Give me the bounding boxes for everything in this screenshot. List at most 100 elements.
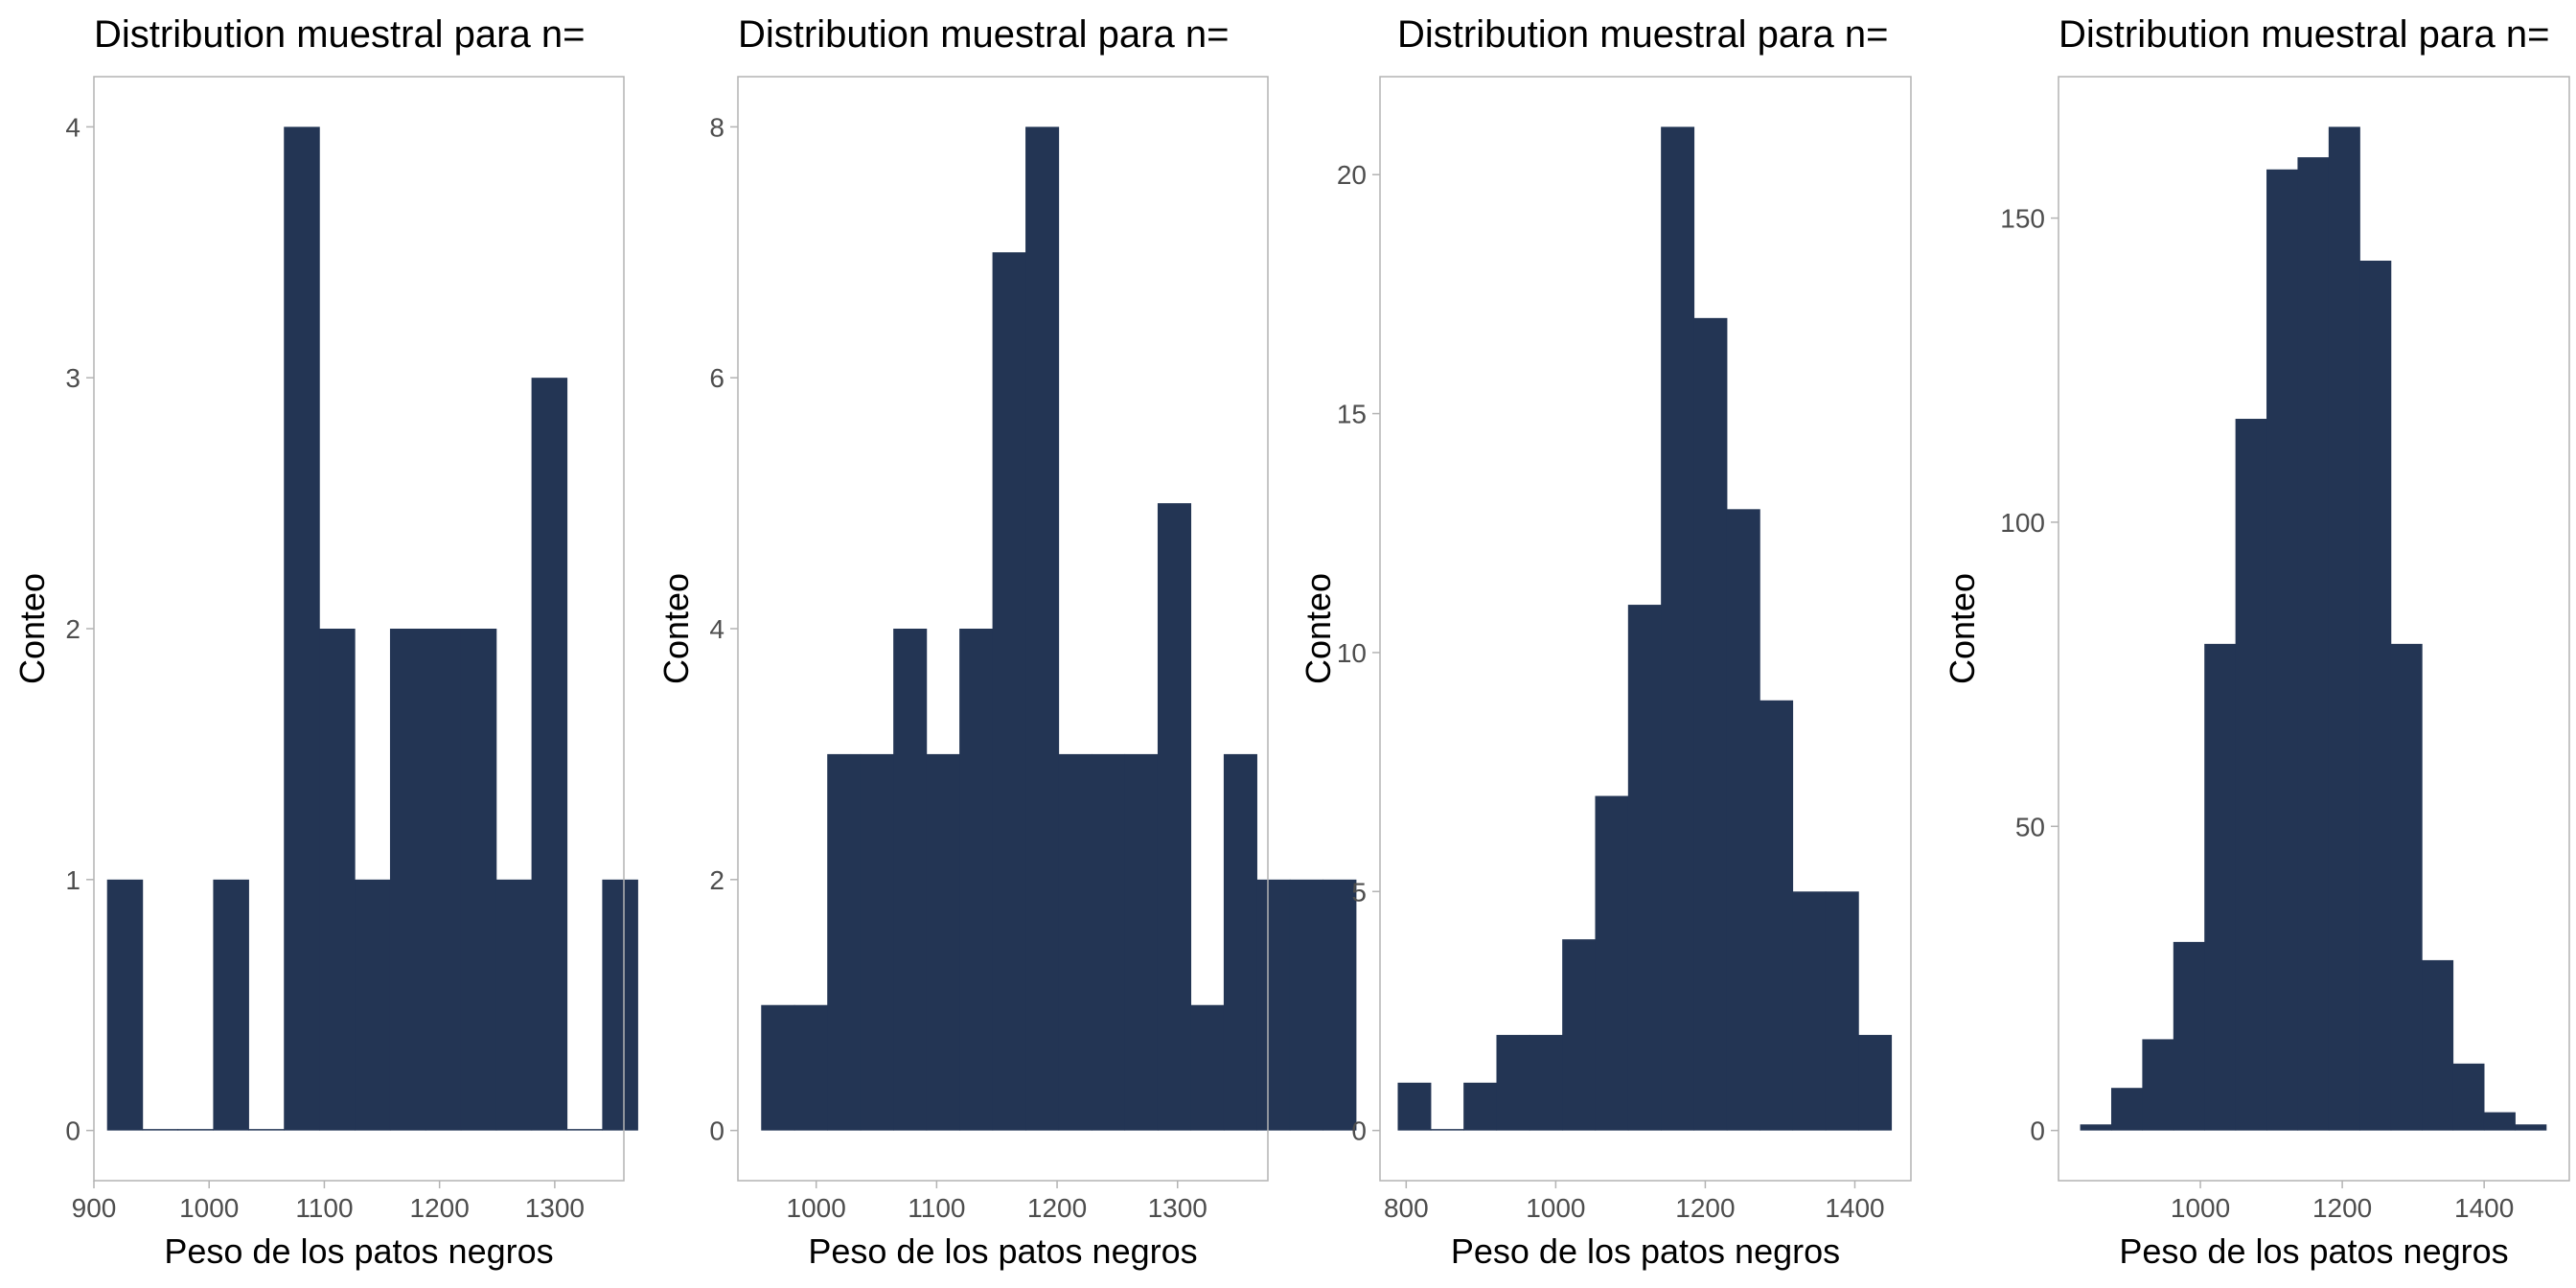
histogram-bar [1825,891,1859,1131]
histogram-bar [1595,795,1629,1131]
y-axis-label: Conteo [1299,573,1338,684]
histogram-panel-3: Distribution muestral para n= 0 5 10 15 20 800… [1299,13,1912,1271]
x-tick-label: 1100 [908,1193,965,1223]
histogram-bar [2173,941,2205,1131]
y-tick-label: 8 [709,112,724,142]
histogram-bar [2452,1063,2485,1131]
histogram-bar [761,1004,795,1131]
x-tick-label: 1100 [295,1193,353,1223]
x-tick-label: 1000 [1526,1193,1585,1223]
y-tick-label: 6 [709,363,724,393]
chart-title: Distribution muestral para n= [2058,13,2549,56]
histogram-bar [2359,261,2392,1131]
histogram-bar [2080,1124,2112,1131]
histogram-bar [1792,891,1827,1131]
x-tick-label: 1300 [525,1193,585,1223]
histogram-bar [213,879,249,1131]
histogram-bar [794,1004,828,1131]
y-tick-label: 15 [1337,400,1367,429]
y-tick-label: 0 [2030,1116,2045,1146]
histogram-bar [926,753,960,1131]
histogram-bar [1397,1082,1432,1131]
x-tick-label: 1200 [1675,1193,1735,1223]
y-tick-label: 0 [65,1116,80,1146]
histogram-bar [893,629,928,1131]
x-axis-label: Peso de los patos negros [2119,1231,2508,1271]
histogram-bar [602,879,638,1131]
x-tick-label: 800 [1384,1193,1429,1223]
histogram-bar [860,753,894,1131]
histogram-bar [389,629,426,1131]
histogram-panel-4: Distribution muestral para n= 0 50 100 150 10… [1943,13,2570,1271]
histogram-bar [827,753,862,1131]
x-tick-label: 1400 [1825,1193,1884,1223]
histogram-bar [495,879,533,1131]
histogram-bar [1760,700,1794,1131]
x-tick-label: 900 [72,1193,117,1223]
histogram-bar [1627,605,1662,1131]
x-tick-label: 1000 [179,1193,239,1223]
histogram-bar [2390,643,2423,1131]
histogram-bar [425,629,462,1131]
x-tick-label: 1200 [2312,1193,2372,1223]
histogram-bar [142,1129,179,1131]
histogram-bar [284,126,320,1131]
y-tick-label: 10 [1337,638,1367,668]
x-tick-label: 1200 [1027,1193,1087,1223]
x-axis-label: Peso de los patos negros [1451,1231,1840,1271]
histogram-bar [248,1129,285,1131]
y-tick-label: 0 [1351,1116,1367,1146]
histogram-bar [1693,317,1728,1131]
histogram-bar [106,879,144,1131]
histogram-bar [1124,753,1159,1131]
histogram-bar [355,879,391,1131]
histogram-bar [1025,126,1060,1131]
y-tick-label: 2 [709,865,724,895]
y-tick-label: 0 [709,1116,724,1146]
histogram-bar [1058,753,1092,1131]
histogram-bar [2142,1039,2174,1131]
histogram-bar [2483,1112,2516,1131]
histogram-bar [1190,1004,1225,1131]
histogram-bar [1496,1034,1530,1131]
histogram-bar [1223,753,1257,1131]
y-tick-label: 5 [1351,877,1367,907]
histogram-bar [1092,753,1126,1131]
chart-title: Distribution muestral para n= [94,13,585,56]
plot-frame [1379,76,1912,1182]
histogram-bar [1562,939,1597,1131]
histogram-bar [2204,643,2237,1131]
histogram-bar [1322,879,1357,1131]
histogram-bar [1858,1034,1893,1131]
x-tick-label: 1000 [787,1193,846,1223]
histogram-bar [460,629,497,1131]
y-tick-label: 150 [2000,204,2045,234]
histogram-bar [1430,1129,1464,1131]
x-tick-label: 1200 [410,1193,470,1223]
histogram-bar [319,629,356,1131]
y-tick-label: 50 [2015,812,2045,841]
x-tick-label: 1300 [1148,1193,1208,1223]
y-tick-label: 20 [1337,160,1367,190]
histogram-bar [1289,879,1323,1131]
histogram-bar [177,1129,215,1131]
histogram-panel-1: Distribution muestral para n= 0 1 2 3 4 900 100… [12,13,638,1271]
y-axis-label: Conteo [656,573,696,684]
y-tick-label: 1 [65,865,80,895]
y-axis-label: Conteo [1943,573,1982,684]
histogram-panel-2: Distribution muestral para n= 0 2 4 6 8 1000 11… [656,13,1357,1271]
x-axis-label: Peso de los patos negros [164,1231,553,1271]
y-tick-label: 4 [709,614,724,644]
histogram-bar [1529,1034,1563,1131]
histogram-bar [1463,1082,1498,1131]
y-axis-label: Conteo [12,573,52,684]
histogram-bar [1256,879,1291,1131]
histogram-bar [2266,169,2299,1131]
histogram-bar [2110,1088,2143,1131]
y-tick-label: 4 [65,112,80,142]
histogram-bar [531,378,568,1131]
histogram-bar [1157,503,1192,1131]
histogram-bar [1661,126,1695,1131]
y-tick-label: 100 [2000,508,2045,538]
